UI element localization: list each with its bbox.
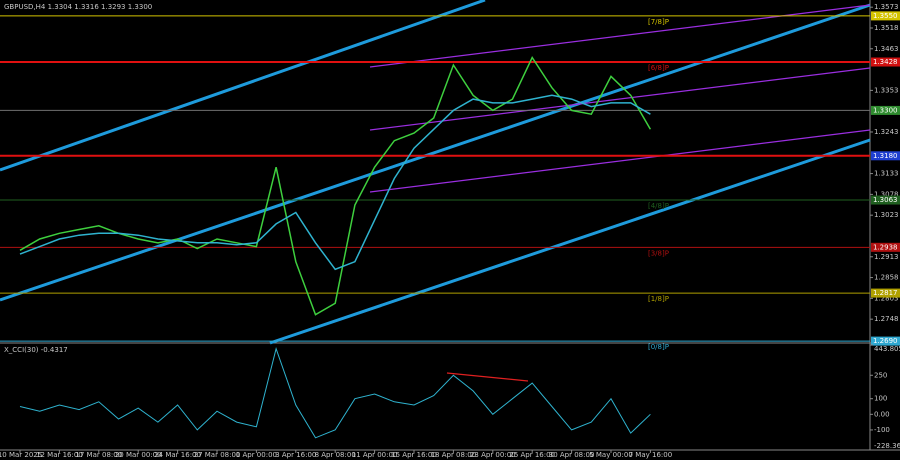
- y-tick-label: 1.3133: [874, 170, 899, 178]
- y-tick-label: 250: [874, 371, 887, 379]
- price-line: [19, 55, 652, 316]
- y-tick-label: 1.3573: [874, 3, 899, 11]
- y-tick-label: 1.3518: [874, 24, 899, 32]
- chart-title: GBPUSD,H4 1.3304 1.3316 1.3293 1.3300: [4, 3, 152, 11]
- x-tick-label: 8 Apr 08:00: [315, 451, 356, 459]
- x-tick-label: 17 Mar 08:00: [75, 451, 122, 459]
- y-tick-label: 1.3243: [874, 128, 899, 136]
- y-tick-label: 1.3463: [874, 45, 899, 53]
- y-tick-label: 1.2748: [874, 315, 899, 323]
- y-tick-label: 1.3078: [874, 190, 899, 198]
- level-box: [871, 105, 900, 115]
- regression-line: [369, 4, 871, 68]
- y-tick-label: 1.2913: [874, 253, 899, 261]
- level-box: [871, 11, 900, 21]
- x-tick-label: 20 Mar 00:00: [115, 451, 162, 459]
- divergence-line: [446, 372, 529, 382]
- x-tick-label: 3 Apr 16:00: [275, 451, 316, 459]
- y-tick-label: 0.00: [874, 410, 890, 418]
- x-tick-label: 30 Apr 08:00: [549, 451, 595, 459]
- x-tick-label: 12 Mar 16:00: [36, 451, 83, 459]
- y-tick-label: 1.3353: [874, 86, 899, 94]
- x-tick-label: 24 Mar 16:00: [154, 451, 201, 459]
- x-tick-label: 10 Mar 2025: [0, 451, 42, 459]
- level-tag: [0/8]P: [648, 343, 669, 351]
- x-tick-label: 11 Apr 00:00: [352, 451, 398, 459]
- level-box: [871, 151, 900, 161]
- indicator-title: X_CCI(30) -0.4317: [4, 346, 68, 354]
- level-tag: [1/8]P: [648, 295, 669, 303]
- level-price: 1.2690: [873, 337, 898, 345]
- y-tick-label: -228.364: [874, 442, 900, 450]
- level-box: [871, 288, 900, 298]
- channel-line: [269, 138, 871, 345]
- level-tag: [6/8]P: [648, 64, 669, 72]
- level-price: 1.2817: [873, 289, 898, 297]
- x-tick-label: 5 May 00:00: [589, 451, 633, 459]
- channel-line: [0, 0, 486, 172]
- x-tick-label: 1 Apr 00:00: [236, 451, 277, 459]
- y-tick-label: 100: [874, 395, 887, 403]
- level-price: 1.3300: [873, 106, 898, 114]
- x-tick-label: 15 Apr 16:00: [391, 451, 437, 459]
- x-tick-label: 27 Mar 08:00: [194, 451, 241, 459]
- level-box: [871, 195, 900, 205]
- regression-line: [369, 129, 871, 193]
- y-tick-label: 443.8053: [874, 345, 900, 353]
- channel-lines: [0, 0, 871, 382]
- level-box: [871, 336, 900, 346]
- level-tag: [7/8]P: [648, 18, 669, 26]
- level-tag: [4/8]P: [648, 202, 669, 210]
- x-tick-label: 25 Apr 16:00: [509, 451, 555, 459]
- y-tick-label: 1.2803: [874, 294, 899, 302]
- level-box: [871, 242, 900, 252]
- level-price: 1.3550: [873, 12, 898, 20]
- y-tick-label: 1.3023: [874, 211, 899, 219]
- level-tag: [3/8]P: [648, 249, 669, 257]
- level-price: 1.3428: [873, 58, 898, 66]
- regression-line: [369, 67, 871, 131]
- level-price: 1.2938: [873, 243, 898, 251]
- y-tick-label: 1.2858: [874, 274, 899, 282]
- indicator-line: [19, 346, 651, 439]
- price-line: [19, 94, 651, 271]
- channel-line: [0, 3, 871, 302]
- level-box: [871, 57, 900, 67]
- level-price: 1.3180: [873, 152, 898, 160]
- x-tick-label: 23 Apr 00:00: [470, 451, 516, 459]
- x-tick-label: 18 Apr 08:00: [431, 451, 477, 459]
- x-tick-label: 7 May 16:00: [629, 451, 673, 459]
- level-price: 1.3063: [873, 196, 898, 204]
- y-tick-label: -100: [874, 426, 890, 434]
